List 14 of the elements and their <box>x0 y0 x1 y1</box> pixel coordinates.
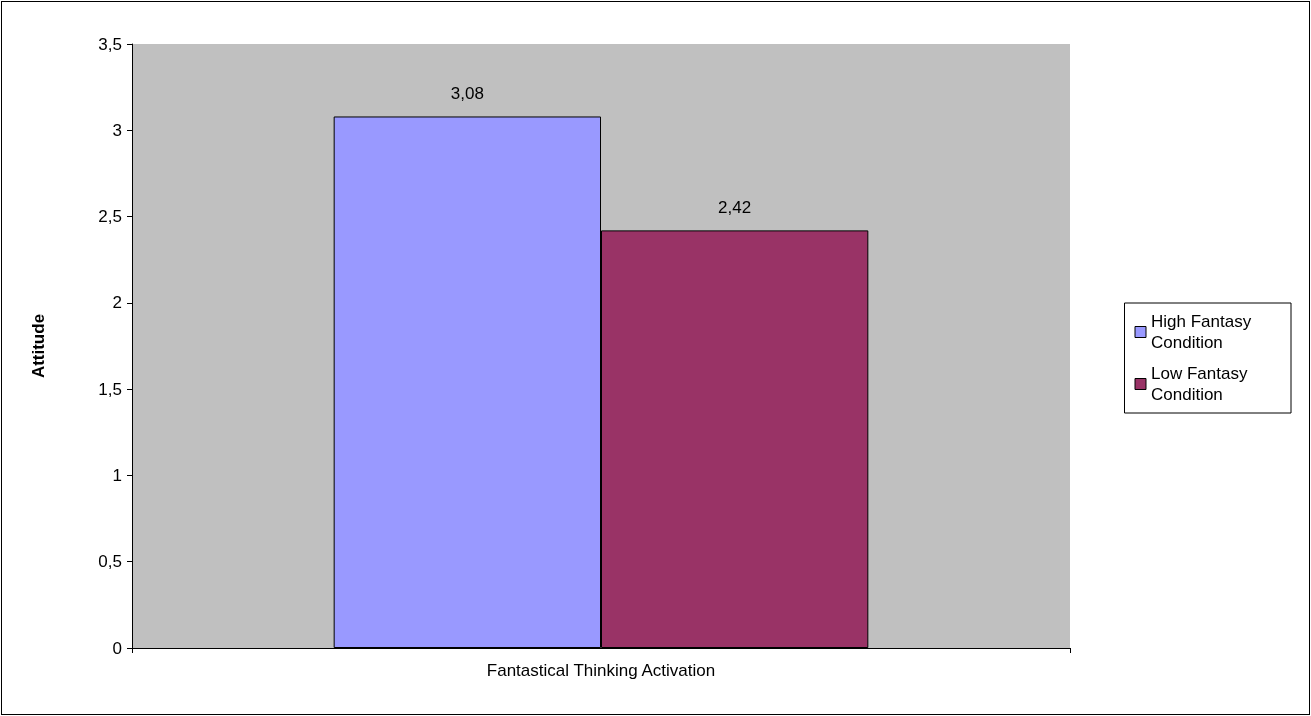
y-tick-label: 2 <box>112 293 122 313</box>
y-tick-label: 2,5 <box>98 207 122 227</box>
y-tick-label: 1 <box>112 465 122 485</box>
legend-label: Low Fantasy Condition <box>1151 364 1253 404</box>
y-tick-label: 0,5 <box>98 552 122 572</box>
x-tick-label: Fantastical Thinking Activation <box>486 661 716 680</box>
y-axis-title: Attitude <box>29 313 48 379</box>
data-label: 2,42 <box>718 198 752 218</box>
y-tick-label: 3,5 <box>98 34 122 54</box>
y-tick-label: 1,5 <box>98 379 122 399</box>
data-label: 3,08 <box>450 84 484 104</box>
y-tick-label: 3 <box>112 120 122 140</box>
y-tick-label: 0 <box>112 638 122 658</box>
legend-label: High Fantasy Condition <box>1151 312 1256 352</box>
